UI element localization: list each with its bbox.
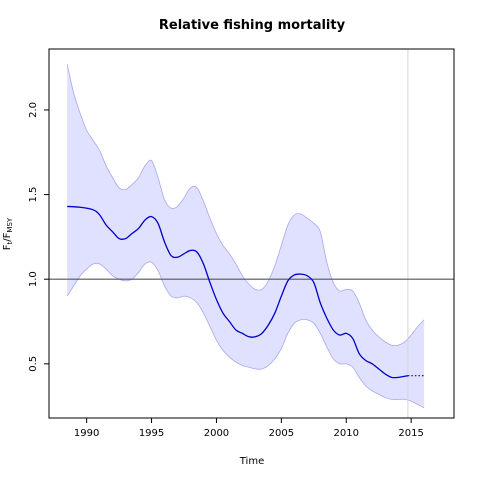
plot-frame bbox=[48, 48, 455, 419]
x-tick-label: 2000 bbox=[204, 428, 229, 439]
x-axis-label: Time bbox=[239, 456, 264, 467]
x-tick-label: 2005 bbox=[269, 428, 294, 439]
upper-bound-line bbox=[66, 64, 425, 347]
y-axis-label-base: F bbox=[2, 244, 13, 250]
y-axis-label-sub-msy: MSY bbox=[6, 217, 14, 232]
y-tick-label: 1.5 bbox=[28, 187, 39, 203]
y-axis-label-slash: /F bbox=[2, 232, 13, 241]
x-tick-label: 1990 bbox=[74, 428, 99, 439]
x-tick-label: 1995 bbox=[139, 428, 164, 439]
x-tick-label: 2015 bbox=[398, 428, 423, 439]
y-axis-label-sub-t: t bbox=[6, 241, 14, 244]
y-tick-label: 2.0 bbox=[28, 102, 39, 118]
y-tick-label: 0.5 bbox=[28, 356, 39, 372]
plot-region bbox=[49, 49, 454, 418]
x-axis: 1990 1995 2000 2005 2010 2015 bbox=[74, 418, 424, 439]
y-axis: 0.5 1.0 1.5 2.0 bbox=[28, 102, 49, 372]
confidence-band bbox=[67, 64, 425, 408]
estimate-line bbox=[67, 205, 409, 379]
chart-title: Relative fishing mortality bbox=[159, 18, 346, 33]
y-axis-label: Ft/FMSY bbox=[2, 217, 14, 250]
x-tick-label: 2010 bbox=[334, 428, 359, 439]
y-tick-label: 1.0 bbox=[28, 271, 39, 287]
lower-bound-line bbox=[66, 261, 425, 409]
